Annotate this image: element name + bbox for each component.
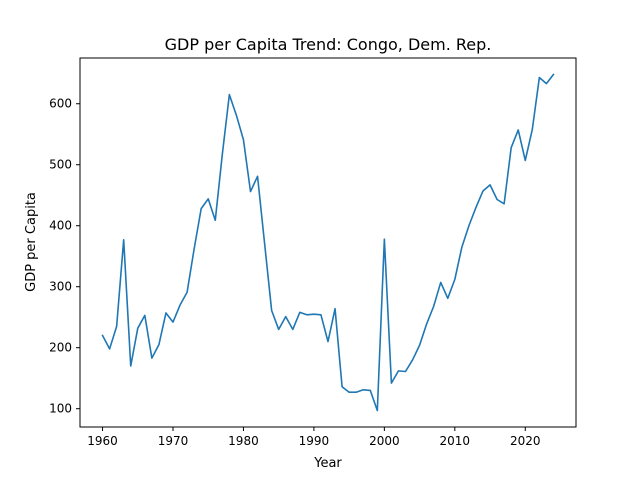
y-tick-label: 400 [49,219,72,233]
y-tick-label: 100 [49,402,72,416]
x-tick-label: 1990 [299,434,330,448]
plot-frame [79,57,577,428]
x-axis: 1960 1970 1980 1990 2000 2010 2020 [87,427,541,448]
x-tick-label: 2000 [369,434,400,448]
y-axis: 100 200 300 400 500 600 [49,97,80,416]
gdp-per-capita-line [101,73,555,412]
x-tick-label: 1980 [228,434,259,448]
y-tick-label: 300 [49,280,72,294]
plot-area [79,57,577,428]
chart-title: GDP per Capita Trend: Congo, Dem. Rep. [165,35,492,54]
x-tick-label: 1960 [87,434,118,448]
y-tick-label: 500 [49,158,72,172]
x-axis-label: Year [313,456,342,471]
x-tick-label: 1970 [158,434,189,448]
x-tick-label: 2010 [440,434,471,448]
x-tick-label: 2020 [510,434,541,448]
y-axis-label: GDP per Capita [24,192,39,292]
y-tick-label: 600 [49,97,72,111]
y-tick-label: 200 [49,341,72,355]
